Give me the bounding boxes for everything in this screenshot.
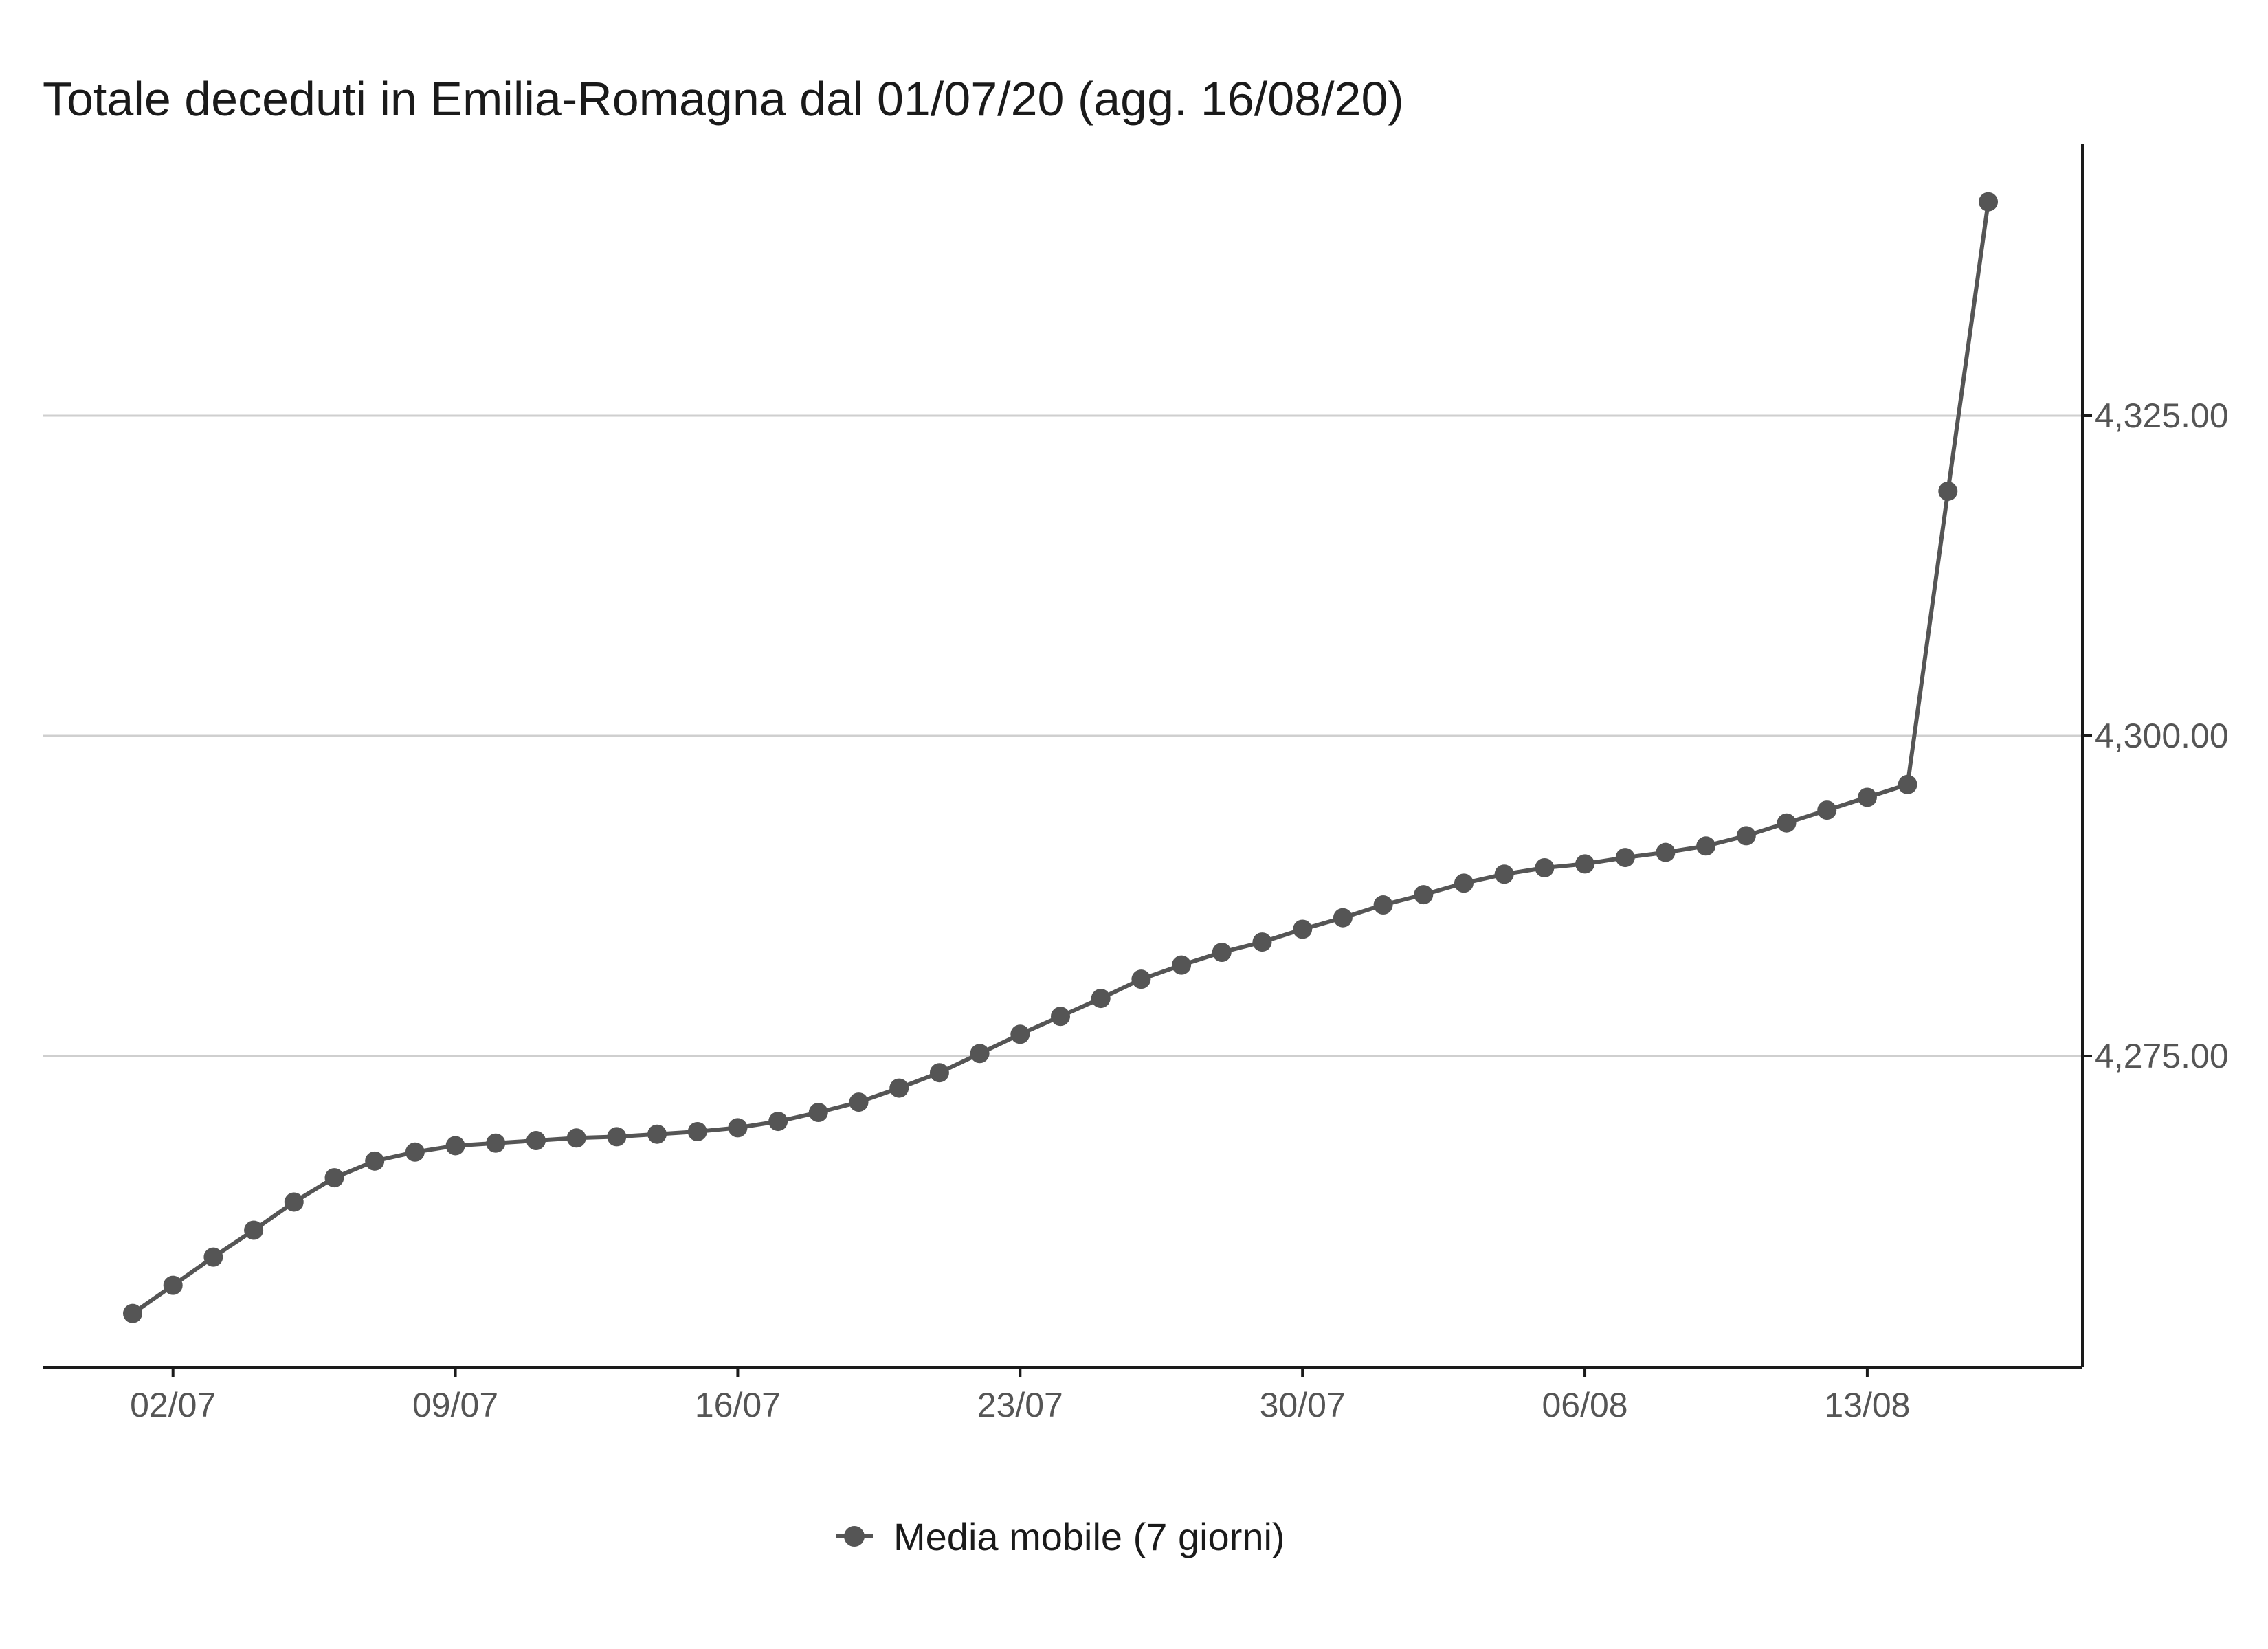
y-tick-label: 4,325.00: [2095, 396, 2229, 435]
data-point: [1131, 969, 1151, 989]
data-point: [244, 1220, 264, 1240]
data-series: [123, 192, 1998, 1323]
data-point: [970, 1044, 990, 1064]
data-point: [1656, 842, 1676, 862]
data-point: [405, 1142, 425, 1162]
data-point: [1615, 848, 1635, 868]
grid-lines: [43, 414, 2082, 1057]
data-point: [1535, 857, 1555, 877]
data-point: [1575, 854, 1595, 874]
data-point: [889, 1078, 909, 1098]
data-point: [1212, 943, 1232, 963]
data-point: [1938, 481, 1958, 501]
data-point: [526, 1131, 546, 1151]
data-point: [1010, 1024, 1030, 1044]
x-tick-label: 02/07: [130, 1386, 216, 1424]
x-tick-label: 30/07: [1260, 1386, 1346, 1424]
data-point: [768, 1112, 788, 1132]
data-point: [1373, 895, 1393, 915]
data-point: [123, 1303, 142, 1323]
data-point: [1252, 932, 1272, 952]
data-point: [1777, 813, 1797, 833]
data-point: [1898, 774, 1917, 794]
data-point: [445, 1136, 465, 1156]
legend-marker: [844, 1526, 865, 1547]
data-point: [647, 1124, 667, 1144]
data-point: [486, 1133, 506, 1153]
x-tick-label: 16/07: [695, 1386, 781, 1424]
axes: 4,275.00 4,300.00 4,325.00 02/07 09/07 16/07 2…: [43, 144, 2229, 1424]
data-point: [1494, 864, 1514, 884]
y-tick-label: 4,300.00: [2095, 717, 2229, 755]
data-point: [163, 1275, 183, 1295]
data-point: [365, 1151, 385, 1171]
data-point: [929, 1063, 949, 1083]
legend-label: Media mobile (7 giorni): [893, 1515, 1285, 1558]
data-point: [203, 1247, 223, 1267]
data-point: [1414, 885, 1434, 905]
data-point: [1091, 989, 1111, 1009]
y-tick-label: 4,275.00: [2095, 1037, 2229, 1075]
data-point: [1857, 787, 1877, 807]
data-point: [284, 1192, 304, 1212]
data-point: [1696, 836, 1716, 856]
legend: Media mobile (7 giorni): [836, 1515, 1285, 1558]
x-tick-label: 13/08: [1824, 1386, 1910, 1424]
data-point: [728, 1118, 748, 1138]
data-point: [1979, 192, 1998, 212]
data-point: [808, 1103, 828, 1123]
x-tick-label: 23/07: [977, 1386, 1063, 1424]
data-point: [1172, 955, 1192, 975]
data-point: [687, 1121, 707, 1141]
data-point: [849, 1092, 869, 1112]
data-point: [324, 1168, 344, 1188]
data-point: [1736, 826, 1756, 846]
data-point: [1333, 908, 1353, 928]
data-point: [1817, 800, 1837, 820]
x-tick-label: 09/07: [412, 1386, 498, 1424]
data-point: [1293, 919, 1313, 939]
data-point: [566, 1128, 586, 1148]
x-tick-label: 06/08: [1542, 1386, 1627, 1424]
data-point: [607, 1127, 627, 1147]
chart-title: Totale deceduti in Emilia-Romagna dal 01…: [43, 72, 1404, 126]
data-point: [1051, 1007, 1070, 1027]
data-point: [1454, 873, 1474, 893]
